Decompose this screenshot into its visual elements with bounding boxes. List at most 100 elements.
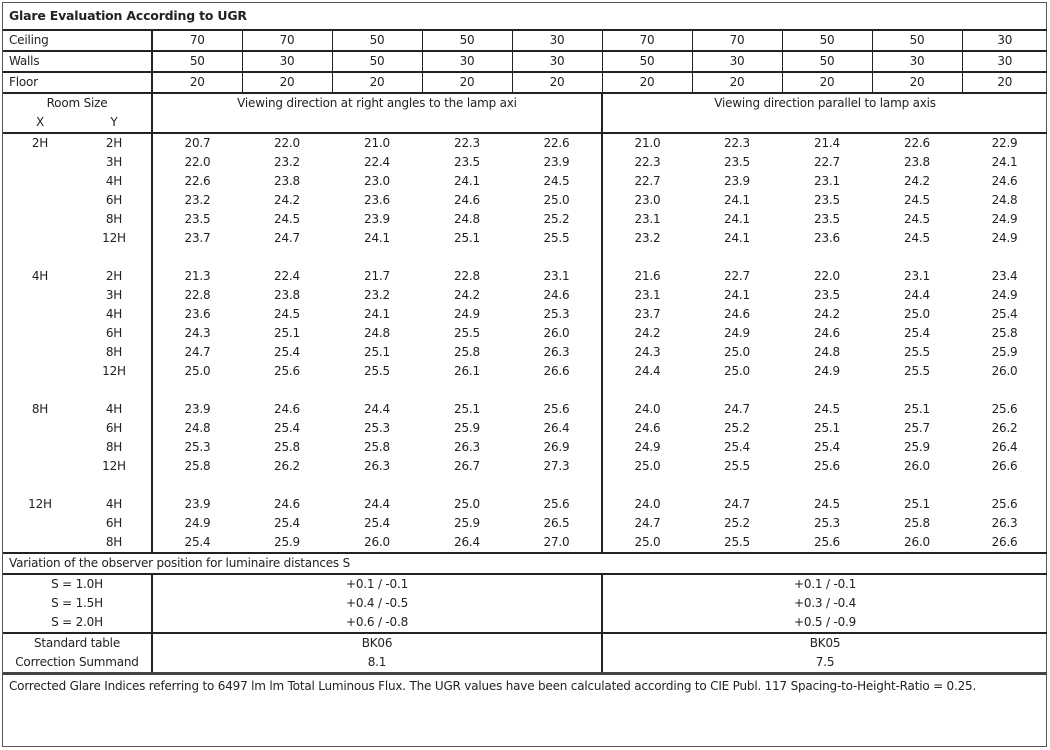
ugr-value-perpendicular: 25.4 — [151, 533, 242, 553]
ugr-value-parallel: 25.5 — [904, 345, 930, 359]
ugr-value-perpendicular: 23.2 — [151, 191, 242, 210]
ugr-value-perpendicular: 24.9 — [454, 307, 480, 321]
ugr-value-parallel: 26.0 — [904, 535, 930, 549]
reflectance-value: 20 — [691, 71, 782, 93]
variation-parallel: +0.5 / -0.9 — [600, 613, 1048, 633]
ugr-value-perpendicular: 23.5 — [151, 210, 242, 229]
ugr-value-perpendicular: 23.7 — [151, 229, 242, 248]
reflectance-value: 20 — [781, 71, 872, 93]
ugr-value-perpendicular: 25.2 — [543, 212, 570, 226]
ugr-value-parallel: 23.2 — [601, 229, 692, 248]
ugr-value-parallel: 26.3 — [991, 516, 1018, 530]
direction-right-angles-header: Viewing direction at right angles to the… — [151, 92, 602, 113]
ugr-value-parallel: 25.8 — [991, 326, 1018, 340]
variation-row: S = 1.0H +0.1 / -0.1 +0.1 / -0.1 — [3, 573, 1048, 594]
ugr-value-parallel: 25.9 — [904, 440, 930, 454]
data-row: 12H 23.7 24.7 24.1 25.1 25.5 23.2 24.1 23.6 24.5 2… — [3, 229, 1047, 248]
ugr-value-parallel: 25.0 — [724, 364, 750, 378]
room-x — [3, 343, 77, 362]
correction-summand-row: Correction Summand 8.1 7.5 — [3, 653, 1048, 674]
ugr-value-perpendicular: 23.9 — [543, 155, 570, 169]
reflectance-value: 20 — [871, 71, 962, 93]
ugr-value-parallel: 23.1 — [601, 210, 692, 229]
ugr-value-perpendicular: 23.5 — [454, 155, 480, 169]
table-title: Glare Evaluation According to UGR — [9, 8, 247, 23]
ugr-value-perpendicular: 24.2 — [454, 288, 480, 302]
ugr-value-parallel: 25.6 — [991, 402, 1018, 416]
room-y: 12H — [77, 362, 153, 381]
ugr-value-parallel: 25.4 — [991, 307, 1018, 321]
ugr-value-perpendicular: 22.4 — [364, 155, 390, 169]
variation-row: S = 1.5H +0.4 / -0.5 +0.3 / -0.4 — [3, 594, 1048, 613]
variation-label: S = 1.5H — [3, 594, 153, 613]
room-y: 3H — [77, 286, 153, 305]
correction-summand-parallel: 7.5 — [600, 653, 1048, 674]
spacer — [151, 381, 602, 400]
ugr-value-perpendicular: 23.0 — [364, 174, 390, 188]
ugr-value-parallel: 25.0 — [724, 345, 750, 359]
room-y: 12H — [77, 229, 153, 248]
ugr-value-perpendicular: 23.8 — [274, 288, 300, 302]
spacer — [600, 248, 1048, 267]
room-x — [3, 324, 77, 343]
ugr-value-perpendicular: 25.8 — [274, 440, 300, 454]
ugr-value-parallel: 23.8 — [904, 155, 930, 169]
room-y: 8H — [77, 533, 153, 553]
ugr-value-perpendicular: 26.2 — [274, 459, 300, 473]
ugr-value-perpendicular: 25.3 — [364, 421, 390, 435]
ugr-value-perpendicular: 25.5 — [454, 326, 480, 340]
ugr-value-perpendicular: 22.4 — [274, 269, 300, 283]
reflectance-value: 30 — [961, 29, 1048, 51]
data-row: 2H 2H 20.7 22.0 21.0 22.3 22.6 21.0 22.3 21.4 22.6… — [3, 133, 1047, 153]
ugr-value-perpendicular: 23.2 — [274, 155, 300, 169]
ugr-value-perpendicular: 24.1 — [364, 231, 390, 245]
ugr-value-perpendicular: 24.2 — [274, 193, 300, 207]
variation-title: Variation of the observer position for l… — [3, 552, 1048, 574]
data-row: 12H 25.0 25.6 25.5 26.1 26.6 24.4 25.0 24.9 25.5 2… — [3, 362, 1047, 381]
ugr-value-perpendicular: 24.7 — [151, 343, 242, 362]
room-x — [3, 533, 77, 553]
data-row: 6H 24.9 25.4 25.4 25.9 26.5 24.7 25.2 25.3 25.8 26… — [3, 514, 1047, 533]
room-x — [3, 153, 77, 172]
ugr-value-perpendicular: 26.0 — [364, 535, 390, 549]
ugr-value-perpendicular: 25.9 — [454, 421, 480, 435]
ugr-value-perpendicular: 27.3 — [543, 459, 570, 473]
ugr-value-parallel: 25.8 — [904, 516, 930, 530]
ugr-value-perpendicular: 24.1 — [364, 307, 390, 321]
reflectance-value: 50 — [871, 29, 962, 51]
ugr-value-perpendicular: 23.9 — [151, 495, 242, 514]
ugr-value-perpendicular: 25.4 — [274, 345, 300, 359]
standard-table-perpendicular: BK06 — [151, 632, 602, 653]
spacer — [600, 113, 1048, 134]
ugr-value-perpendicular: 25.0 — [151, 362, 242, 381]
ugr-value-parallel: 25.0 — [601, 457, 692, 476]
room-y: 6H — [77, 514, 153, 533]
ugr-value-parallel: 25.5 — [904, 364, 930, 378]
ugr-value-parallel: 25.0 — [601, 533, 692, 553]
ugr-value-parallel: 24.0 — [601, 400, 692, 419]
data-row: 12H 4H 23.9 24.6 24.4 25.0 25.6 24.0 24.7 24.5 25.… — [3, 495, 1047, 514]
reflectance-value: 30 — [871, 50, 962, 72]
footer-note: Corrected Glare Indices referring to 649… — [3, 672, 1048, 733]
variation-perpendicular: +0.4 / -0.5 — [151, 594, 602, 613]
ugr-value-parallel: 25.4 — [904, 326, 930, 340]
variation-parallel: +0.1 / -0.1 — [600, 573, 1048, 594]
ugr-value-perpendicular: 21.0 — [364, 136, 390, 150]
reflectance-value: 30 — [691, 50, 782, 72]
ugr-value-parallel: 24.1 — [724, 288, 750, 302]
ugr-value-parallel: 24.8 — [991, 193, 1018, 207]
room-x — [3, 286, 77, 305]
ugr-value-parallel: 24.5 — [904, 212, 930, 226]
ugr-value-parallel: 24.3 — [601, 343, 692, 362]
data-row: 4H 2H 21.3 22.4 21.7 22.8 23.1 21.6 22.7 22.0 23.1… — [3, 267, 1047, 286]
ugr-value-parallel: 21.6 — [601, 267, 692, 286]
variation-perpendicular: +0.1 / -0.1 — [151, 573, 602, 594]
spacer — [77, 476, 153, 495]
group-spacer-row — [3, 381, 1048, 400]
reflectance-value: 30 — [511, 50, 602, 72]
room-x: 8H — [31, 402, 49, 416]
ugr-value-perpendicular: 25.0 — [454, 497, 480, 511]
ugr-value-perpendicular: 24.8 — [151, 419, 242, 438]
ugr-table: Glare Evaluation According to UGR Ceiling… — [3, 3, 1048, 733]
room-x — [3, 514, 77, 533]
